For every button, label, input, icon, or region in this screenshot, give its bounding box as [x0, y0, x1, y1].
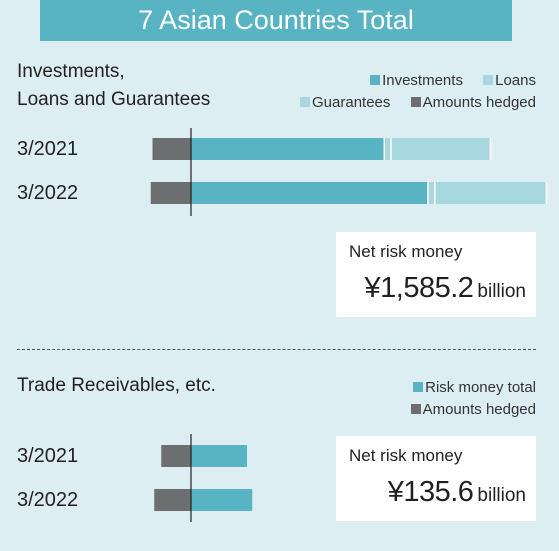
bar-hedged-3-2022-c2 — [154, 489, 191, 511]
net-risk-amount-2: ¥135.6 — [387, 476, 474, 508]
bar-risk_money_total-3-2022-c2 — [191, 489, 253, 511]
legend-swatch-guarantees — [300, 97, 311, 107]
bar-loans-3-2022-c1-sep — [434, 182, 436, 204]
banner-title: 7 Asian Countries Total — [40, 0, 512, 41]
net-risk-box-section2: Net risk money ¥135.6 billion — [336, 436, 536, 521]
bar-investments-3-2021-c1-sep — [383, 138, 385, 160]
bar-guarantees-3-2021-c1 — [391, 138, 490, 160]
bar-loans-3-2021-c1 — [385, 138, 391, 160]
net-risk-value: ¥1,585.2 billion — [365, 272, 526, 305]
legend-swatch-hedged-2 — [410, 404, 421, 414]
section1-title-line2: Loans and Guarantees — [17, 89, 211, 110]
legend-hedged-2: Amounts hedged — [410, 401, 536, 418]
bar-risk_money_total-3-2021-c2 — [191, 445, 247, 467]
bar-hedged-3-2022-c1 — [150, 182, 191, 204]
net-risk-label: Net risk money — [349, 242, 463, 261]
legend-swatch-hedged — [410, 97, 421, 107]
bar-investments-3-2022-c1-sep — [427, 182, 429, 204]
bar-hedged-3-2021-c2 — [161, 445, 191, 467]
section1-tick-label-2021: 3/2021 — [17, 138, 79, 160]
legend-label-investments: Investments — [382, 72, 463, 89]
net-risk-unit: billion — [477, 281, 526, 302]
bar-hedged-3-2021-c1 — [152, 138, 191, 160]
section1-title-line1: Investments, — [17, 61, 125, 82]
section1-tick-label-2022: 3/2022 — [17, 182, 79, 204]
legend-label-loans: Loans — [495, 72, 536, 89]
net-risk-box-section1: Net risk money ¥1,585.2 billion — [336, 232, 536, 317]
section2-tick-label-2021: 3/2021 — [17, 445, 79, 467]
legend-label-guarantees: Guarantees — [312, 94, 391, 111]
legend-investments-loans: Investments Loans — [370, 72, 536, 89]
legend-label-risk-money-total: Risk money total — [425, 379, 536, 396]
net-risk-unit-2: billion — [477, 485, 526, 506]
legend-swatch-loans — [483, 75, 494, 85]
legend-swatch-risk-money-total — [413, 382, 424, 392]
net-risk-label-2: Net risk money — [349, 446, 463, 465]
bar-guarantees-3-2022-c1-sep — [545, 182, 548, 204]
bar-guarantees-3-2021-c1-sep — [489, 138, 492, 160]
legend-risk-money-total: Risk money total — [413, 379, 536, 396]
bar-guarantees-3-2022-c1 — [435, 182, 546, 204]
bar-investments-3-2021-c1 — [191, 138, 384, 160]
net-risk-value-2: ¥135.6 billion — [388, 476, 526, 509]
legend-swatch-investments — [370, 75, 381, 85]
legend-label-hedged: Amounts hedged — [422, 94, 536, 111]
legend-guarantees-hedged: Guarantees Amounts hedged — [300, 94, 536, 111]
legend-label-hedged-2: Amounts hedged — [422, 401, 536, 418]
net-risk-amount: ¥1,585.2 — [364, 272, 474, 304]
bar-investments-3-2022-c1 — [191, 182, 428, 204]
section2-title: Trade Receivables, etc. — [17, 375, 216, 396]
section2-tick-label-2022: 3/2022 — [17, 489, 79, 511]
bar-loans-3-2021-c1-sep — [390, 138, 392, 160]
bar-loans-3-2022-c1 — [428, 182, 434, 204]
section-divider — [17, 349, 536, 350]
